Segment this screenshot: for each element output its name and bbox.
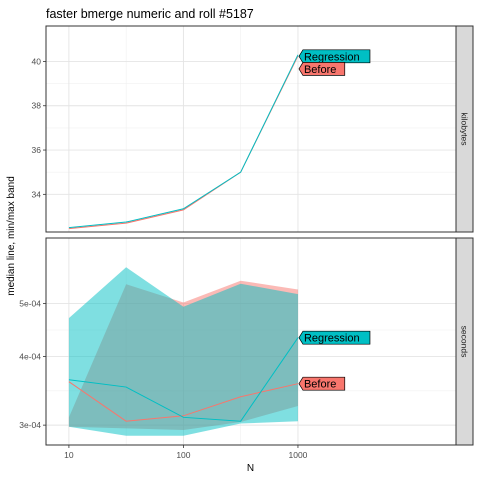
- direct-label-text: Regression: [304, 51, 360, 63]
- direct-label-text: Before: [304, 64, 336, 76]
- direct-label-text: Regression: [304, 333, 360, 345]
- direct-label-regression: Regression: [298, 49, 371, 64]
- median-line-regression: [68, 337, 299, 422]
- y-tick-label: 36: [32, 145, 42, 155]
- x-axis: 10 100 1000: [64, 445, 308, 460]
- direct-label-regression: Regression: [298, 330, 371, 345]
- chart-title: faster bmerge numeric and roll #5187: [46, 7, 254, 21]
- median-line-regression: [68, 54, 299, 229]
- band-regression: [68, 267, 298, 436]
- y-tick-label: 5e-04: [19, 298, 41, 308]
- y-tick-label: 40: [32, 56, 42, 66]
- x-axis-title: N: [247, 463, 254, 474]
- direct-label-box: [298, 62, 346, 76]
- y-axis-title: median line, min/max band: [6, 176, 17, 296]
- x-tick-label: 1000: [288, 450, 307, 460]
- direct-label-before: Before: [298, 62, 346, 76]
- y-tick-label: 3e-04: [19, 420, 41, 430]
- y-tick-label: 4e-04: [19, 352, 41, 362]
- direct-label-box: [298, 330, 371, 345]
- panels: RegressionBeforekilobytes34363840Regress…: [19, 25, 474, 460]
- y-tick-label: 34: [32, 189, 42, 199]
- panel-seconds: Regression Before seconds 3e-04 4e-04 5e-04: [19, 237, 474, 446]
- y-tick-label: 38: [32, 101, 42, 111]
- facet-strip: [455, 237, 474, 446]
- x-tick-label: 100: [176, 450, 190, 460]
- direct-label-before: Before: [298, 376, 346, 391]
- direct-label-text: Before: [304, 379, 336, 391]
- direct-label-box: [298, 376, 346, 391]
- panel-background: [46, 26, 456, 232]
- facet-strip-label: seconds: [460, 326, 470, 358]
- facet-strip: [455, 25, 474, 233]
- median-line-before: [68, 381, 299, 422]
- x-tick-label: 10: [64, 450, 74, 460]
- facet-strip-label: kilobytes: [460, 112, 470, 145]
- direct-label-box: [298, 49, 371, 64]
